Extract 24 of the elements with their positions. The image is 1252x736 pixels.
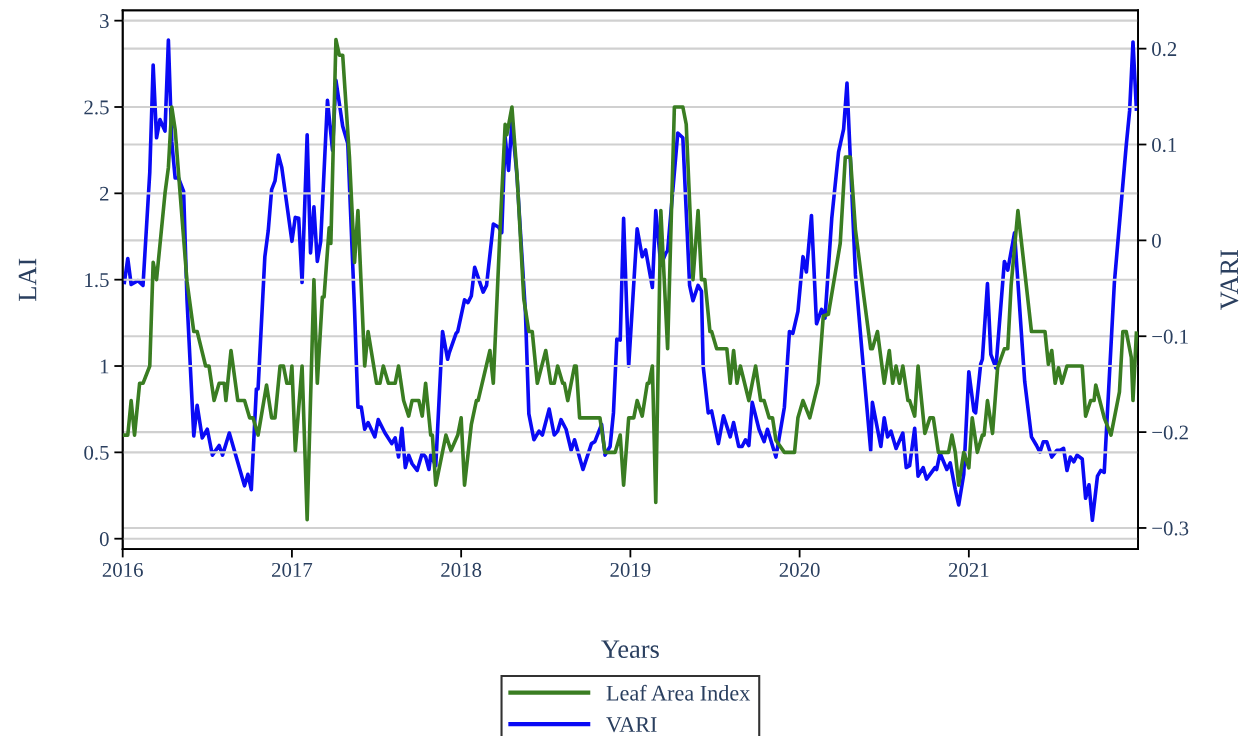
x-tick-label: 2017 <box>272 562 313 577</box>
y-tick-label: 2.5 <box>84 100 109 115</box>
x-axis-title: Years <box>601 640 659 659</box>
x-tick-label: 2016 <box>102 562 143 577</box>
legend-label: VARI <box>606 717 657 733</box>
y2-tick-label: 0.1 <box>1152 137 1177 153</box>
y2-tick-label: 0 <box>1152 233 1161 248</box>
y-tick-label: 1.5 <box>85 273 109 288</box>
y2-tick-label: −0.1 <box>1152 329 1188 344</box>
y-tick-label: 0 <box>99 532 109 547</box>
y-tick-label: 3 <box>100 14 109 29</box>
y2-axis-title: VARI <box>1220 250 1239 310</box>
x-tick-label: 2021 <box>948 562 989 577</box>
y-tick-label: 0.5 <box>84 445 109 460</box>
y-axis-title: LAI <box>18 258 37 301</box>
y-tick-label: 2 <box>100 186 109 201</box>
x-tick-label: 2020 <box>779 562 820 577</box>
y2-tick-label: −0.2 <box>1152 425 1188 440</box>
x-tick-label: 2019 <box>610 562 651 577</box>
y2-tick-label: −0.3 <box>1152 521 1189 536</box>
legend-label: Leaf Area Index <box>606 684 751 701</box>
y2-tick-label: 0.2 <box>1152 42 1177 57</box>
y-tick-label: 1 <box>100 359 109 374</box>
x-tick-label: 2018 <box>441 562 482 577</box>
